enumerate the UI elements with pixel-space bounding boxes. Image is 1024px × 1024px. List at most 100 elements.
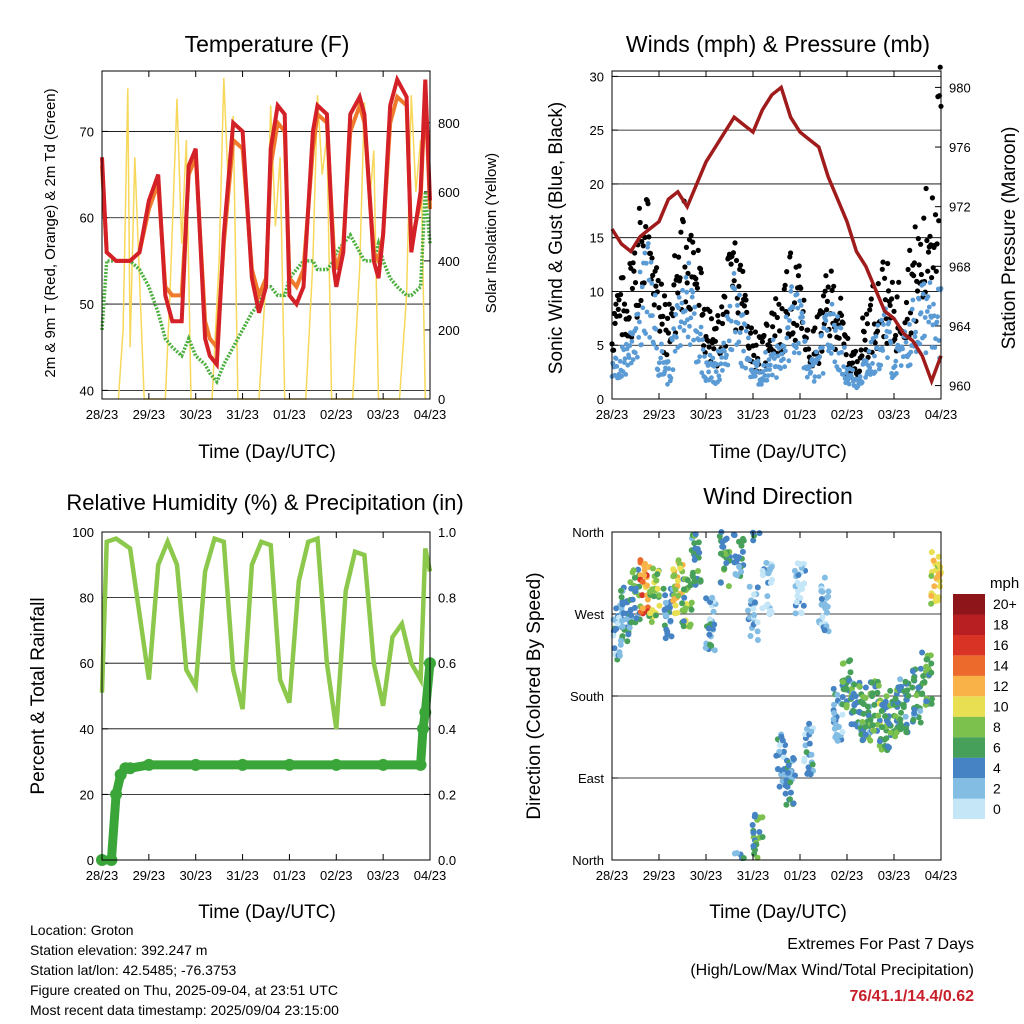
info-created: Figure created on Thu, 2025-09-04, at 23… bbox=[30, 982, 338, 998]
direction-point bbox=[709, 594, 716, 601]
winds-chart-ylabel: Sonic Wind & Gust (Blue, Black) bbox=[546, 102, 567, 374]
winds-xtick-label: 01/23 bbox=[784, 407, 817, 422]
wind-point bbox=[779, 351, 785, 357]
gust-point bbox=[799, 325, 805, 331]
direction-point bbox=[793, 599, 800, 606]
direction-point bbox=[913, 692, 920, 699]
wind-point bbox=[908, 349, 914, 355]
wind-point bbox=[728, 318, 734, 324]
gust-point bbox=[706, 344, 712, 350]
direction-point bbox=[650, 593, 657, 600]
gust-point bbox=[616, 297, 622, 303]
wind-point bbox=[795, 305, 801, 311]
direction-point bbox=[717, 579, 724, 586]
wind-point bbox=[763, 367, 769, 373]
direction-point bbox=[860, 693, 867, 700]
direction-point bbox=[759, 834, 766, 840]
direction-point bbox=[662, 592, 669, 599]
rainfall-point bbox=[330, 758, 343, 771]
wind-point bbox=[761, 362, 766, 368]
wind-point bbox=[702, 354, 707, 359]
gust-point bbox=[752, 329, 759, 335]
gust-point bbox=[629, 285, 636, 292]
direction-point bbox=[754, 637, 761, 643]
wind-point bbox=[830, 345, 836, 351]
wind-point bbox=[875, 322, 881, 328]
direction-point bbox=[680, 623, 687, 630]
direction-point bbox=[867, 716, 874, 723]
direction-point bbox=[675, 592, 682, 599]
direction-point bbox=[725, 583, 732, 590]
gust-point bbox=[694, 281, 700, 287]
gust-point bbox=[680, 219, 686, 225]
wind-point bbox=[719, 355, 725, 360]
temperature-ytick-right-label: 0 bbox=[438, 392, 445, 407]
direction-point bbox=[667, 617, 674, 624]
direction-point bbox=[928, 600, 935, 607]
wind-point bbox=[936, 338, 942, 343]
gust-point bbox=[643, 224, 649, 230]
gust-point bbox=[666, 301, 672, 307]
temperature-xtick-label: 02/23 bbox=[320, 407, 353, 422]
wind-point bbox=[684, 289, 690, 295]
wind-point bbox=[872, 353, 877, 359]
gust-point bbox=[860, 315, 866, 321]
gust-point bbox=[904, 316, 910, 322]
wind-point bbox=[678, 343, 683, 348]
gust-point bbox=[822, 288, 828, 294]
direction-point bbox=[929, 696, 935, 702]
gust-point bbox=[889, 279, 896, 285]
humidity-xtick-label: 28/23 bbox=[86, 868, 119, 883]
wind-point bbox=[706, 369, 711, 375]
gust-point bbox=[929, 275, 935, 281]
gust-point bbox=[875, 281, 881, 287]
direction-point bbox=[787, 789, 794, 796]
wind-point bbox=[925, 294, 931, 299]
gust-point bbox=[894, 294, 900, 300]
wind-point bbox=[811, 379, 817, 384]
gust-point bbox=[675, 290, 681, 296]
humidity-xtick-label: 04/23 bbox=[414, 868, 447, 883]
gust-point bbox=[927, 233, 933, 239]
temperature-chart: Temperature (F) Time (Day/UTC) 2m & 9m T… bbox=[42, 31, 500, 463]
direction-xtick-label: 29/23 bbox=[643, 868, 676, 883]
direction-point bbox=[695, 539, 702, 546]
wind-point bbox=[619, 373, 624, 379]
direction-point bbox=[840, 660, 847, 667]
gust-point bbox=[854, 359, 860, 365]
gust-point bbox=[700, 311, 706, 317]
gust-point bbox=[915, 236, 921, 242]
gust-point bbox=[678, 229, 684, 235]
gust-point bbox=[759, 339, 766, 345]
direction-point bbox=[711, 647, 718, 654]
wind-point bbox=[823, 318, 829, 324]
wind-point bbox=[682, 308, 688, 314]
winds-ytick-right-label: 960 bbox=[949, 379, 971, 394]
rainfall-point bbox=[419, 706, 432, 719]
gust-point bbox=[661, 293, 668, 299]
direction-point bbox=[790, 756, 797, 763]
direction-point bbox=[767, 579, 774, 586]
direction-chart-ylabel: Direction (Colored By Speed) bbox=[524, 572, 545, 819]
wind-point bbox=[733, 329, 738, 335]
direction-point bbox=[882, 713, 889, 720]
direction-point bbox=[630, 567, 637, 574]
direction-point bbox=[882, 698, 889, 705]
gust-point bbox=[790, 330, 796, 336]
direction-point bbox=[886, 720, 893, 727]
gust-point bbox=[782, 282, 788, 288]
gust-point bbox=[621, 301, 628, 307]
wind-point bbox=[691, 337, 696, 343]
direction-point bbox=[763, 559, 770, 566]
wind-point bbox=[636, 335, 642, 340]
wind-point bbox=[797, 298, 803, 304]
gust-point bbox=[649, 255, 655, 261]
gust-point bbox=[845, 335, 851, 341]
dewpoint-2m-line bbox=[100, 191, 432, 386]
direction-plot-frame bbox=[611, 531, 942, 861]
gust-point bbox=[882, 275, 888, 281]
wind-point bbox=[762, 373, 768, 378]
wind-point bbox=[870, 361, 875, 366]
wind-point bbox=[934, 319, 940, 325]
direction-point bbox=[821, 627, 828, 634]
